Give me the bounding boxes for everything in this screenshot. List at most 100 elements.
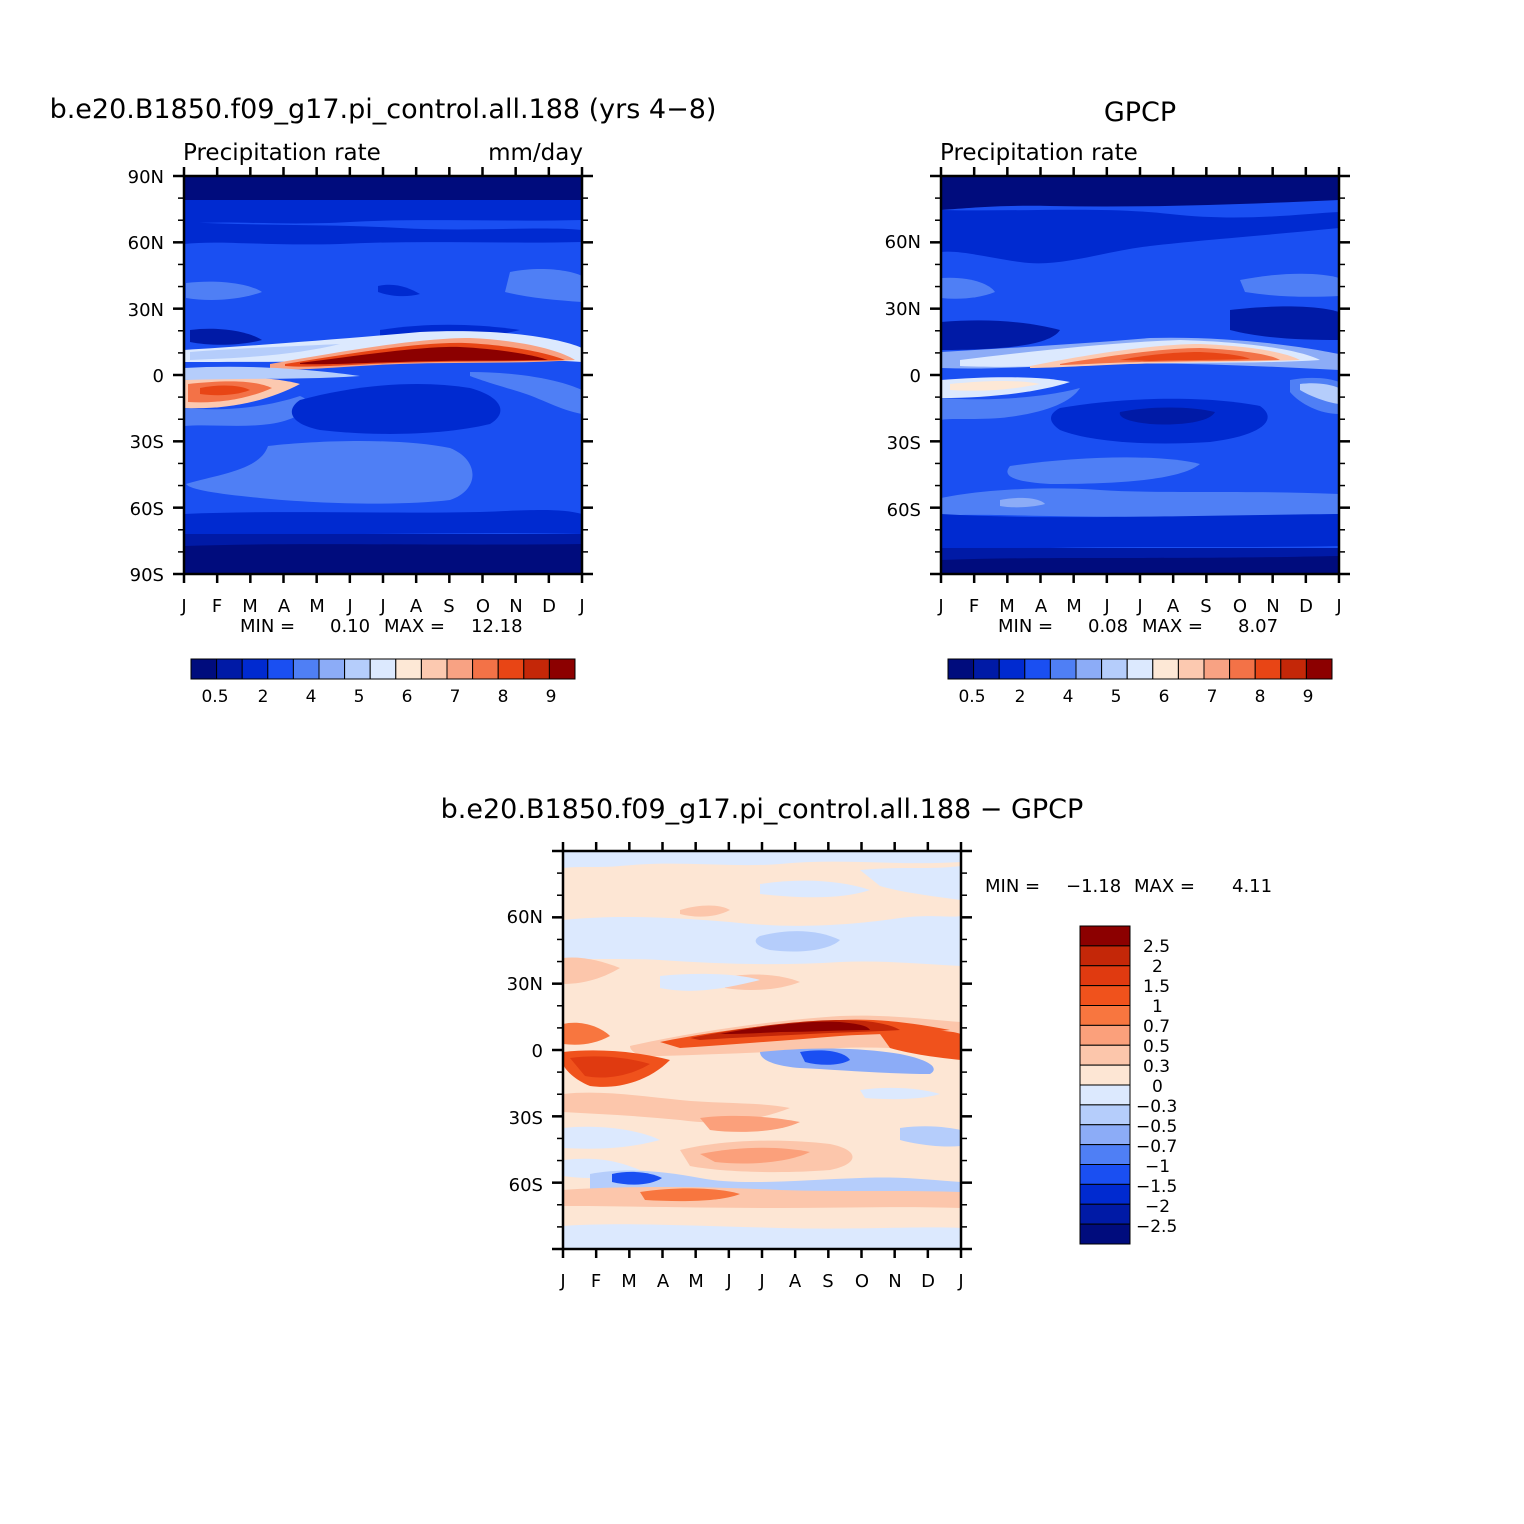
- colorbar-swatch: [472, 658, 499, 680]
- month-label: J: [559, 1271, 565, 1292]
- colorbar: [190, 658, 576, 680]
- max-label: MAX =: [1134, 876, 1195, 897]
- month-label: J: [578, 596, 584, 617]
- max-value: 12.18: [471, 616, 523, 637]
- colorbar-swatch: [1079, 1144, 1131, 1165]
- colorbar: [947, 658, 1333, 680]
- colorbar-swatch: [420, 658, 448, 680]
- colorbar-label: 2: [1152, 957, 1163, 977]
- colorbar-swatch: [497, 658, 525, 680]
- colorbar-swatch: [1254, 658, 1282, 680]
- month-label: J: [1136, 596, 1142, 617]
- colorbar-label: −0.5: [1136, 1117, 1177, 1137]
- month-label: A: [789, 1271, 802, 1292]
- colorbar-swatch: [1079, 1064, 1131, 1086]
- month-label: F: [969, 596, 979, 617]
- colorbar-label: 8: [498, 687, 509, 707]
- max-value: 4.11: [1232, 876, 1272, 897]
- month-label: D: [921, 1271, 935, 1292]
- month-label: M: [999, 596, 1015, 617]
- month-labels: J F M A M J J A S O N D J: [180, 596, 584, 617]
- colorbar-swatch: [1079, 1044, 1131, 1066]
- colorbar-swatch: [1305, 658, 1333, 680]
- month-labels: J F M A M J J A S O N D J: [559, 1271, 963, 1292]
- panel-left-string: Precipitation rate: [183, 140, 381, 166]
- colorbar-label: 0.5: [958, 687, 985, 707]
- axis-ticks: [930, 167, 1350, 583]
- colorbar-label: 0.3: [1143, 1057, 1170, 1077]
- month-label: F: [212, 596, 222, 617]
- colorbar-swatch: [369, 658, 397, 680]
- ytick-label: 90N: [128, 167, 164, 188]
- colorbar-swatch: [190, 658, 218, 680]
- ytick-label: 30S: [130, 432, 164, 453]
- panel-left-string: Precipitation rate: [940, 140, 1138, 166]
- month-label: D: [542, 596, 556, 617]
- ytick-label: 30N: [128, 300, 164, 321]
- colorbar-label: 8: [1255, 687, 1266, 707]
- month-label: A: [1167, 596, 1180, 617]
- colorbar-swatch: [973, 658, 1000, 680]
- panel-difference: b.e20.B1850.f09_g17.pi_control.all.188 −…: [441, 794, 1272, 1292]
- colorbar-label: 0.5: [1143, 1037, 1170, 1057]
- colorbar-label: −0.7: [1136, 1137, 1177, 1157]
- colorbar-swatch: [947, 658, 975, 680]
- month-label: J: [1335, 596, 1341, 617]
- month-label: M: [309, 596, 325, 617]
- month-label: S: [1200, 596, 1211, 617]
- colorbar-label: 7: [450, 687, 461, 707]
- ytick-label: 60N: [507, 907, 543, 928]
- panel-units: mm/day: [488, 140, 583, 166]
- colorbar-label: 9: [1303, 687, 1314, 707]
- colorbar-swatch: [267, 658, 294, 680]
- month-label: M: [242, 596, 258, 617]
- colorbar-swatch: [1079, 985, 1131, 1006]
- colorbar-swatch: [1079, 1124, 1131, 1146]
- colorbar-label: 2: [258, 687, 269, 707]
- colorbar-swatch: [292, 658, 320, 680]
- min-label: MIN =: [998, 616, 1053, 637]
- colorbar-swatch: [1229, 658, 1256, 680]
- colorbar-swatch: [548, 658, 576, 680]
- axis-ticks: [552, 842, 972, 1258]
- contour-field: [941, 176, 1339, 574]
- colorbar-swatch: [1079, 1183, 1131, 1205]
- colorbar-label: 6: [1159, 687, 1170, 707]
- colorbar-swatch: [1079, 925, 1131, 947]
- month-label: M: [1066, 596, 1082, 617]
- colorbar-swatch: [344, 658, 371, 680]
- colorbar-label: 1.5: [1143, 977, 1170, 997]
- month-label: J: [1103, 596, 1109, 617]
- colorbar-swatch: [1177, 658, 1205, 680]
- ytick-label: 30N: [885, 299, 921, 320]
- min-value: 0.08: [1088, 616, 1128, 637]
- colorbar-label: −1: [1145, 1157, 1170, 1177]
- month-label: J: [937, 596, 943, 617]
- colorbar-swatch: [1049, 658, 1077, 680]
- panel-title: GPCP: [1104, 97, 1176, 128]
- panel-title: b.e20.B1850.f09_g17.pi_control.all.188 (…: [50, 94, 717, 125]
- colorbar-label: −1.5: [1136, 1177, 1177, 1197]
- colorbar-swatch: [1079, 965, 1131, 987]
- contour-field: [184, 176, 582, 574]
- ytick-label: 90S: [130, 565, 164, 586]
- month-label: A: [1035, 596, 1048, 617]
- colorbar-swatch: [318, 658, 346, 680]
- month-label: F: [591, 1271, 601, 1292]
- month-label: A: [410, 596, 423, 617]
- max-label: MAX =: [1142, 616, 1203, 637]
- month-label: J: [758, 1271, 764, 1292]
- month-labels: J F M A M J J A S O N D J: [937, 596, 1341, 617]
- colorbar-swatch: [998, 658, 1026, 680]
- panel-gpcp: GPCP Precipitation rate: [885, 97, 1350, 707]
- colorbar-label: 0.5: [201, 687, 228, 707]
- month-label: N: [509, 596, 522, 617]
- ytick-label: 0: [153, 366, 164, 387]
- colorbar-label: 0.7: [1143, 1017, 1170, 1037]
- colorbar-swatch: [1280, 658, 1307, 680]
- colorbar-swatch: [1024, 658, 1051, 680]
- max-value: 8.07: [1238, 616, 1278, 637]
- min-label: MIN =: [240, 616, 295, 637]
- colorbar-label: 4: [306, 687, 317, 707]
